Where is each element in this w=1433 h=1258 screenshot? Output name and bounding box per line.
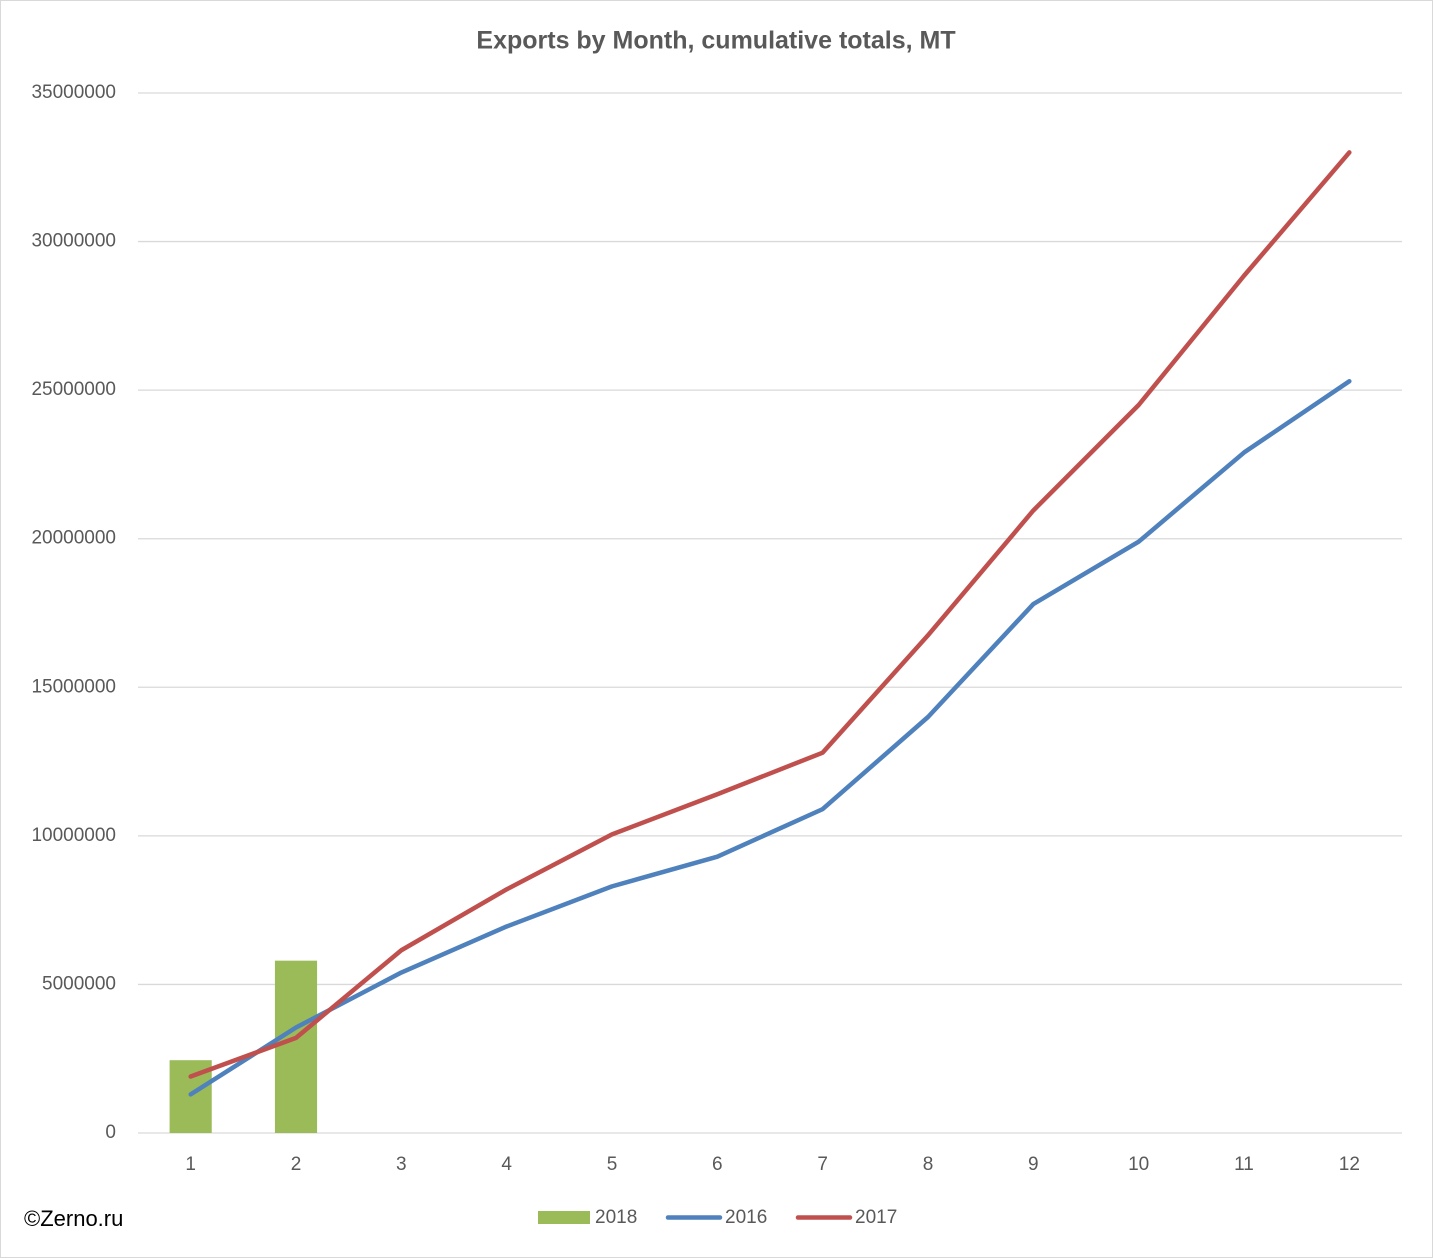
- x-tick-label: 10: [1128, 1154, 1149, 1175]
- x-tick-label: 5: [607, 1154, 618, 1175]
- y-tick-label: 5000000: [42, 973, 116, 994]
- x-tick-label: 9: [1028, 1154, 1039, 1175]
- y-tick-label: 0: [105, 1122, 116, 1143]
- x-tick-label: 4: [501, 1154, 512, 1175]
- x-tick-label: 6: [712, 1154, 723, 1175]
- y-tick-label: 10000000: [31, 825, 116, 846]
- line: [188, 150, 1352, 1079]
- legend-swatch: [538, 1211, 590, 1224]
- line: [188, 378, 1352, 1097]
- chart-title: Exports by Month, cumulative totals, MT: [476, 27, 955, 55]
- x-tick-label: 8: [923, 1154, 934, 1175]
- annotation: ©Zerno.ru: [24, 1206, 123, 1231]
- x-tick-label: 11: [1234, 1154, 1254, 1175]
- legend-label: 2016: [725, 1207, 767, 1228]
- x-tick-label: 3: [396, 1154, 407, 1175]
- x-tick-label: 7: [817, 1154, 828, 1175]
- y-tick-label: 25000000: [31, 379, 116, 400]
- legend-label: 2018: [595, 1207, 637, 1228]
- x-tick-label: 2: [291, 1154, 302, 1175]
- y-tick-label: 20000000: [31, 528, 116, 549]
- y-tick-label: 35000000: [31, 82, 116, 103]
- y-tick-label: 30000000: [31, 231, 116, 252]
- bar: [274, 960, 318, 1133]
- y-tick-label: 15000000: [31, 676, 116, 697]
- x-tick-label: 12: [1339, 1154, 1360, 1175]
- legend-label: 2017: [855, 1207, 897, 1228]
- x-tick-label: 1: [185, 1154, 196, 1175]
